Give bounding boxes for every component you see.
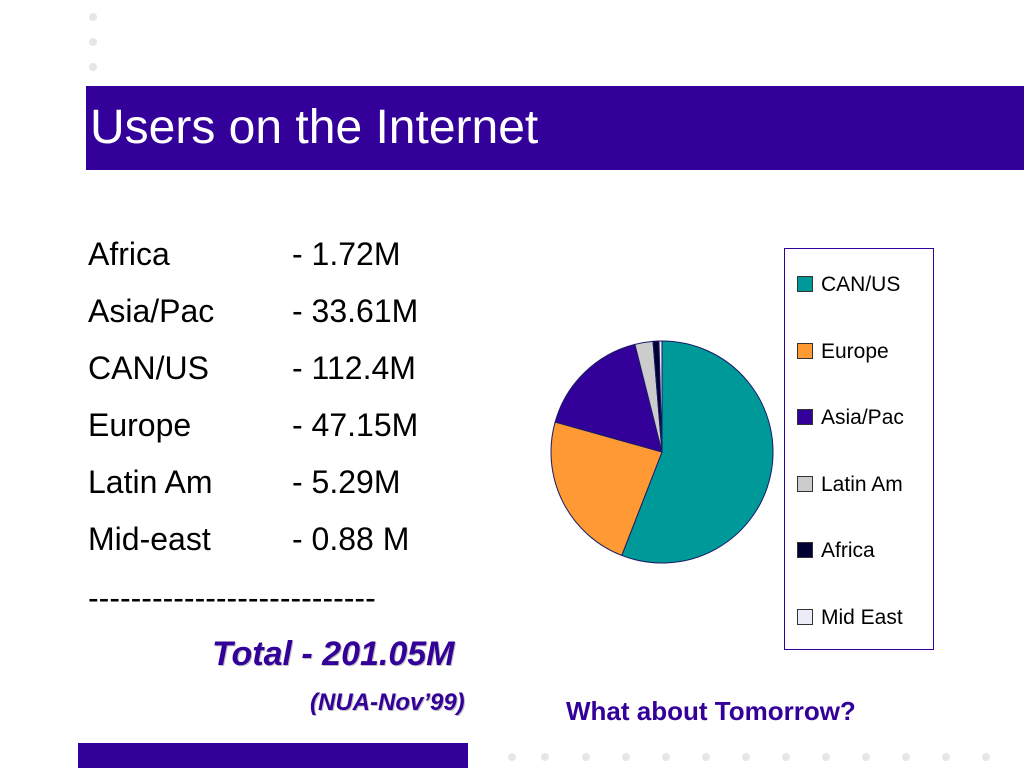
pie-slice-asia-pac <box>554 343 663 453</box>
decor-dot <box>662 753 670 761</box>
pie-slice-mid-east <box>658 340 663 453</box>
stat-value: - 112.4M <box>292 350 416 386</box>
legend-swatch <box>797 409 813 425</box>
legend-item: Africa <box>797 538 875 564</box>
decor-dot <box>982 753 990 761</box>
stat-value: - 0.88 M <box>292 521 410 557</box>
legend-item: CAN/US <box>797 272 900 298</box>
stat-value: - 47.15M <box>292 407 419 443</box>
decor-dot <box>702 753 710 761</box>
legend-swatch <box>797 476 813 492</box>
legend-swatch <box>797 542 813 558</box>
decor-dot <box>822 753 830 761</box>
decor-dot <box>942 753 950 761</box>
legend-item: Europe <box>797 339 889 365</box>
source-label: (NUA-Nov’99) <box>310 689 465 716</box>
stat-region: Mid-east <box>88 521 211 557</box>
decor-dot <box>541 753 549 761</box>
stat-value: - 33.61M <box>292 293 419 329</box>
decor-dot <box>582 753 590 761</box>
legend-swatch <box>797 343 813 359</box>
legend-swatch <box>797 276 813 292</box>
question-text: What about Tomorrow? <box>566 696 856 726</box>
stat-region: Asia/Pac <box>88 293 215 329</box>
stat-region: Europe <box>88 407 192 443</box>
decor-dot <box>508 753 516 761</box>
decor-dot <box>742 753 750 761</box>
legend-item: Mid East <box>797 605 903 631</box>
decor-dot <box>862 753 870 761</box>
stat-value: - 5.29M <box>292 464 401 500</box>
legend-label: Asia/Pac <box>821 406 904 429</box>
chart-legend: CAN/US Europe Asia/Pac Latin Am Africa M… <box>784 248 934 650</box>
stat-region: Latin Am <box>88 464 213 500</box>
stat-value: - 1.72M <box>292 236 401 272</box>
divider-dashes: --------------------------- <box>88 580 376 616</box>
legend-label: Africa <box>821 539 875 562</box>
slide-title: Users on the Internet <box>90 101 539 154</box>
pie-chart <box>550 340 774 564</box>
decor-dot <box>782 753 790 761</box>
decor-dot <box>89 13 97 21</box>
decor-dot <box>89 38 97 46</box>
stat-region: CAN/US <box>88 350 209 386</box>
decor-dot <box>622 753 630 761</box>
bottom-accent-bar <box>78 743 468 768</box>
legend-label: CAN/US <box>821 273 901 296</box>
total-label: Total - 201.05M <box>212 635 455 673</box>
pie-slice-europe <box>550 421 663 557</box>
decor-dot <box>89 63 97 71</box>
legend-item: Latin Am <box>797 472 903 498</box>
legend-swatch <box>797 609 813 625</box>
legend-label: Europe <box>821 340 889 363</box>
pie-slice-can-us <box>621 340 774 564</box>
title-bar: Users on the Internet <box>86 86 1024 170</box>
legend-label: Latin Am <box>821 473 903 496</box>
stat-region: Africa <box>88 236 170 272</box>
legend-item: Asia/Pac <box>797 405 904 431</box>
legend-label: Mid East <box>821 606 903 629</box>
decor-dot <box>902 753 910 761</box>
